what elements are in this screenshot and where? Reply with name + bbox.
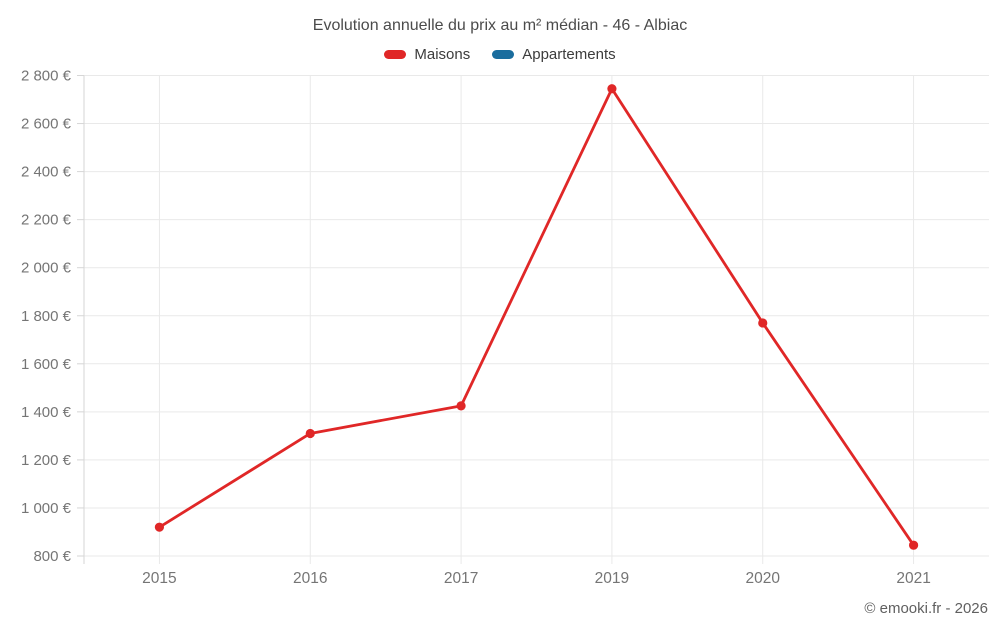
y-tick-label: 2 200 €	[21, 212, 72, 229]
y-tick-label: 1 400 €	[21, 404, 72, 421]
y-tick-label: 2 400 €	[21, 164, 72, 181]
chart-legend: Maisons Appartements	[0, 46, 1000, 63]
y-tick-label: 2 800 €	[21, 68, 72, 85]
x-tick-label: 2020	[746, 570, 781, 587]
x-tick-label: 2017	[444, 570, 478, 587]
y-tick-label: 2 000 €	[21, 260, 72, 277]
x-tick-label: 2021	[896, 570, 930, 587]
legend-swatch-maisons	[384, 50, 407, 59]
y-tick-label: 1 200 €	[21, 452, 72, 469]
legend-swatch-appartements	[492, 50, 515, 59]
legend-item-maisons[interactable]: Maisons	[384, 46, 470, 63]
data-point-maisons	[908, 540, 919, 550]
x-tick-label: 2016	[293, 570, 327, 587]
y-tick-label: 1 600 €	[21, 356, 72, 373]
chart-title: Evolution annuelle du prix au m² médian …	[312, 17, 688, 34]
y-tick-label: 2 600 €	[21, 116, 72, 133]
data-point-maisons	[305, 428, 315, 439]
legend-item-appartements[interactable]: Appartements	[492, 46, 616, 63]
series-line-maisons	[158, 87, 915, 547]
data-point-maisons	[154, 522, 165, 532]
copyright: © emooki.fr - 2026	[864, 600, 988, 617]
data-point-maisons	[607, 84, 617, 94]
data-point-maisons	[456, 401, 466, 411]
data-point-maisons	[758, 318, 768, 328]
x-tick-label: 2015	[142, 570, 176, 587]
y-tick-label: 1 800 €	[21, 308, 72, 325]
y-tick-label: 800 €	[33, 548, 71, 565]
legend-label-appartements: Appartements	[522, 46, 616, 63]
legend-label-maisons: Maisons	[414, 46, 471, 63]
y-tick-label: 1 000 €	[21, 500, 72, 517]
x-tick-label: 2019	[595, 570, 629, 587]
